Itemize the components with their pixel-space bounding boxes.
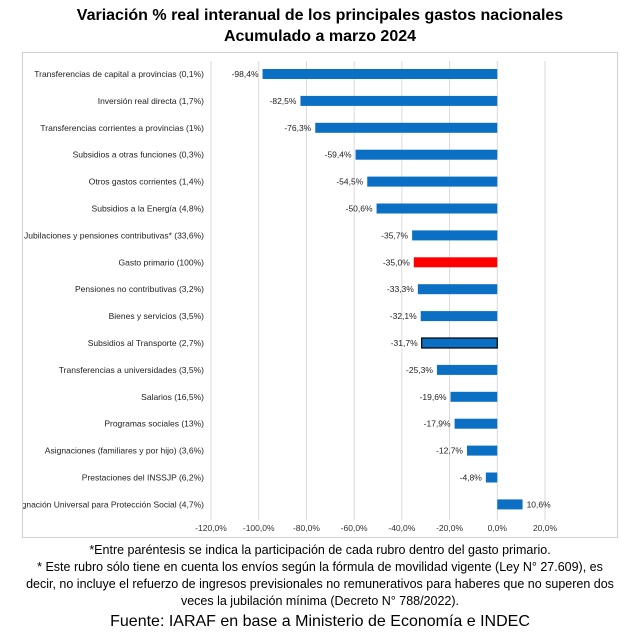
data-label: -33,3% [387,284,414,294]
footnote-line-3: decir, no incluye el refuerzo de ingreso… [26,577,614,591]
category-label: Programas sociales (13%) [104,419,204,429]
bar [413,257,498,268]
category-label: Subsidios a la Energía (4,8%) [92,204,205,214]
data-label: -31,7% [391,338,418,348]
x-tick-label: -20,0% [436,523,463,533]
data-label: -82,5% [270,96,297,106]
bar [376,203,498,214]
data-label: -35,7% [381,230,408,240]
x-tick-label: -100,0% [243,523,275,533]
bar [436,364,498,375]
chart-area: -120,0% -100,0% -80,0% -60,0% -40,0% -20,0% 0,… [22,52,618,538]
category-label: Salarios (16,5%) [141,392,204,402]
data-label: -98,4% [232,69,259,79]
bar [466,445,498,456]
footnote-line-4: veces la jubilación mínima (Decreto N° 7… [180,594,460,608]
data-label: -54,5% [336,177,363,187]
category-label: Inversión real directa (1,7%) [98,96,204,106]
chart-title: Variación % real interanual de los princ… [76,7,564,24]
bar [421,337,498,349]
x-tick-label: 0,0% [488,523,508,533]
bar [454,418,498,429]
category-label: Jubilaciones y pensiones contributivas* … [24,230,204,240]
category-label: Subsidios a otras funciones (0,3%) [73,150,205,160]
bar [355,149,498,160]
category-label: Transferencias a universidades (3,5%) [59,365,204,375]
data-label: -17,9% [424,419,451,429]
bar [450,391,498,402]
category-label: Transferencias de capital a provincias (… [34,69,204,79]
bar [417,284,498,295]
source-credit: Fuente: IARAF en base a Ministerio de Ec… [110,613,530,630]
bar [420,311,498,322]
data-label: -76,3% [284,123,311,133]
data-label: 10,6% [527,499,552,509]
data-label: -4,8% [460,473,483,483]
category-label: Otros gastos corrientes (1,4%) [89,177,204,187]
footnotes: *Entre paréntesis se indica la participa… [0,542,640,610]
data-label: -19,6% [420,392,447,402]
category-label: Prestaciones del INSSJP (6,2%) [82,473,204,483]
data-label: -25,3% [406,365,433,375]
data-label: -32,1% [390,311,417,321]
category-label: Bienes y servicios (3,5%) [109,311,205,321]
data-label: -12,7% [436,446,463,456]
bar [262,69,498,79]
x-tick-label: 20,0% [533,523,558,533]
bar [497,499,523,510]
bar [300,95,498,106]
category-label: Transferencias corrientes a provincias (… [40,123,204,133]
x-tick-label: -40,0% [388,523,415,533]
x-tick-label: -120,0% [195,523,227,533]
category-label: Subsidios al Transporte (2,7%) [88,338,204,348]
bar [485,472,498,483]
bar [315,122,498,133]
data-label: -35,0% [383,257,410,267]
data-label: -50,6% [346,204,373,214]
footnote-line-2: * Este rubro sólo tiene en cuenta los en… [37,560,603,574]
data-label: -59,4% [325,150,352,160]
x-tick-label: -60,0% [341,523,368,533]
category-label: Pensiones no contributivas (3,2%) [75,284,204,294]
bar [412,230,498,241]
category-label: Asignaciones (familiares y por hijo) (3,… [45,446,204,456]
x-tick-label: -80,0% [293,523,320,533]
bar [367,176,498,187]
category-label: Asignación Universal para Protección Soc… [23,499,204,509]
chart-subtitle: Acumulado a marzo 2024 [223,28,417,45]
bar-chart: -120,0% -100,0% -80,0% -60,0% -40,0% -20,0% 0,… [23,61,558,533]
category-label: Gasto primario (100%) [118,257,204,267]
footnote-line-1: *Entre paréntesis se indica la participa… [89,543,551,557]
